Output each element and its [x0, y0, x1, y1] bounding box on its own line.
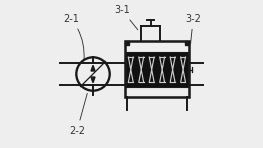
Bar — [125, 41, 129, 45]
Text: 3-2: 3-2 — [185, 14, 201, 44]
Polygon shape — [91, 77, 95, 83]
Polygon shape — [91, 65, 95, 71]
Bar — [125, 41, 189, 96]
Text: 2-2: 2-2 — [69, 93, 87, 136]
Bar — [126, 52, 188, 87]
Text: 3-1: 3-1 — [114, 5, 138, 30]
Bar — [185, 41, 189, 45]
Text: 2-1: 2-1 — [63, 14, 84, 59]
